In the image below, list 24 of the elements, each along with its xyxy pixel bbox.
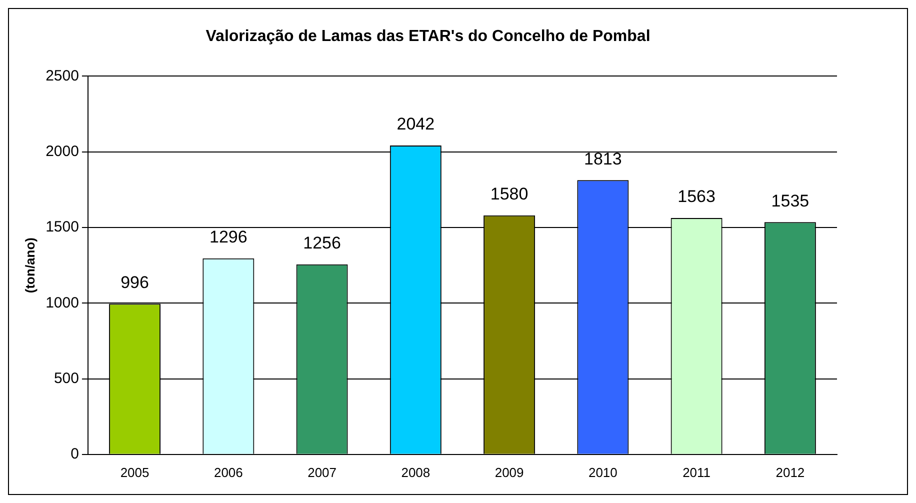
x-tick-label: 2006: [214, 464, 243, 480]
x-tick-label: 2008: [401, 464, 430, 480]
y-axis-title: (ton/ano): [22, 238, 38, 294]
data-label: 2042: [396, 114, 435, 134]
x-tick-label: 2005: [120, 464, 150, 480]
data-label: 1296: [210, 228, 248, 247]
y-tick-label: 1500: [46, 218, 79, 236]
data-label: 996: [120, 272, 149, 292]
y-tick-label: 1000: [46, 294, 79, 312]
data-label: 1535: [771, 191, 810, 210]
chart-title: Valorização de Lamas das ETAR's do Concelho de Pombal: [206, 28, 650, 46]
data-label: 1580: [490, 184, 528, 204]
y-tick-label: 0: [70, 446, 79, 463]
y-tick-label: 2500: [46, 67, 79, 84]
x-tick-label: 2010: [588, 464, 618, 480]
x-tick-label: 2011: [682, 464, 711, 480]
y-tick-label: 2000: [46, 142, 79, 160]
x-tick-label: 2009: [494, 464, 524, 480]
y-tick-label: 500: [54, 370, 79, 387]
data-label: 1256: [303, 234, 341, 253]
data-label: 1563: [678, 187, 716, 206]
x-tick-label: 2012: [776, 464, 805, 480]
data-label: 1813: [584, 149, 622, 168]
x-tick-label: 2007: [308, 464, 336, 480]
